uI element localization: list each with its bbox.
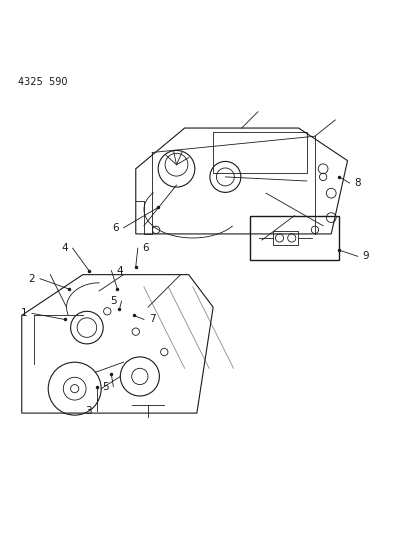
Text: 5: 5 [110,296,117,306]
Bar [249,215,339,261]
Text: 9: 9 [362,252,368,261]
Text: 7: 7 [148,314,155,325]
Text: 6: 6 [142,243,149,253]
Text: 3: 3 [85,406,92,416]
Text: 8: 8 [353,178,360,188]
Bar [273,231,297,245]
Text: 6: 6 [112,223,119,233]
Text: 4: 4 [61,243,67,253]
Text: 1: 1 [20,308,27,318]
Text: 4325  590: 4325 590 [18,77,67,87]
Text: 4: 4 [116,265,123,276]
Text: 5: 5 [102,382,108,392]
Text: 2: 2 [29,274,35,284]
